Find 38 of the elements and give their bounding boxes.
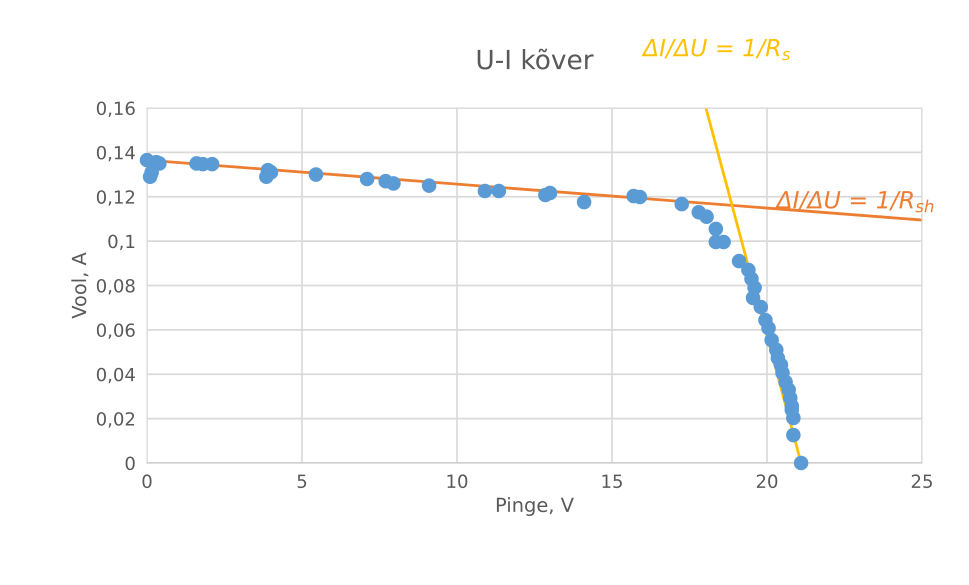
point — [708, 222, 724, 236]
point — [746, 290, 760, 306]
point — [478, 184, 492, 198]
text: ΔI/ΔU = 1/R$_{s}$ — [641, 39, 790, 60]
point — [386, 176, 401, 191]
y-tick-label: 0,08 — [96, 278, 135, 294]
x-tick-label: 10 — [447, 474, 468, 488]
chart-title: U-I kõver — [478, 48, 594, 70]
point — [732, 254, 746, 268]
point — [360, 172, 374, 186]
y-tick-label: 0,04 — [96, 368, 135, 384]
point — [761, 320, 776, 336]
annotation: ΔI/ΔU = 1/R$_{sh}$ — [774, 191, 934, 212]
y-tick-label: 0,06 — [96, 323, 135, 339]
point — [422, 178, 436, 193]
point — [308, 167, 324, 182]
y-tick-label: 0,02 — [96, 412, 134, 428]
point — [794, 456, 808, 470]
x-tick-label: 20 — [756, 474, 778, 488]
y-tick-label: 0 — [126, 456, 135, 470]
x-tick-label: 5 — [298, 474, 306, 488]
y-tick-label: 0,16 — [96, 101, 135, 117]
x-axis-title: Pinge, V — [496, 497, 574, 516]
y-tick-label: 0,1 — [108, 234, 134, 250]
point — [576, 194, 592, 210]
x-tick-label: 0 — [142, 474, 152, 488]
x-tick-label: 15 — [602, 474, 622, 488]
y-axis-title: Vool, A — [71, 252, 88, 319]
point — [754, 300, 768, 314]
x-tick-label: 25 — [912, 474, 932, 488]
point — [542, 186, 558, 200]
y-tick-label: 0,12 — [96, 190, 134, 206]
y-tick-label: 0,14 — [96, 146, 135, 162]
point — [699, 209, 714, 224]
point — [786, 410, 801, 426]
point — [786, 428, 801, 442]
point — [674, 196, 690, 212]
point — [492, 184, 506, 198]
